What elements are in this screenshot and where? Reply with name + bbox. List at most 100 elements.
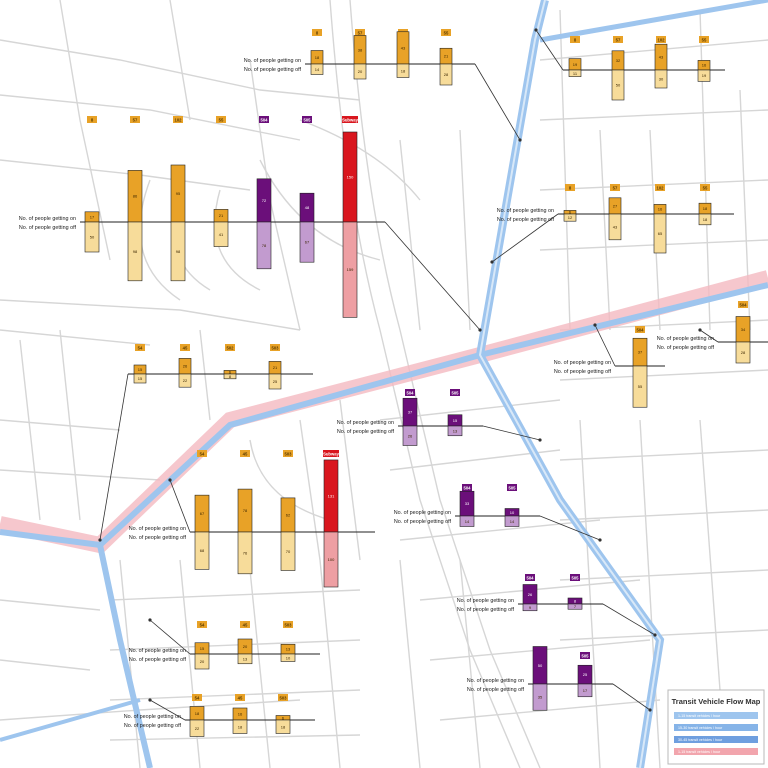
stop-chart-stop-bottom-left-2[interactable]: No. of people getting on No. of people ge… [124, 694, 315, 737]
route-tag-label: 55 [444, 31, 449, 36]
route-tag-label: 54 [138, 346, 143, 351]
value-getting-off: 22 [183, 378, 188, 383]
value-getting-on: 95 [176, 191, 181, 196]
streetcar-corridor-east-west [0, 282, 768, 549]
bar-getting-off [402, 425, 418, 446]
value-getting-off: 13 [243, 656, 248, 661]
stop-chart-stop-purple-3[interactable]: No. of people getting on No. of people ge… [457, 574, 603, 613]
route-tag [655, 184, 665, 191]
legend-swatch [674, 724, 758, 731]
label-getting-off: No. of people getting off [244, 67, 302, 73]
bar-getting-off [698, 213, 712, 226]
value-getting-off: 22 [195, 726, 200, 731]
route-tag [570, 574, 580, 581]
bar-getting-off [632, 365, 648, 408]
route-tag [441, 29, 451, 36]
stop-chart-stop-big-left[interactable]: No. of people getting on No. of people ge… [19, 116, 385, 318]
route-tag-label: 45 [238, 696, 243, 701]
route-tag-label: 57 [613, 186, 618, 191]
value-getting-off: 25 [273, 379, 278, 384]
route-tag-label: 505 [509, 486, 517, 491]
route-tag-label: 504 [261, 118, 269, 123]
route-tag-label: 504 [527, 576, 535, 581]
legend-item-label: 1-15 transit vehicles / hour [678, 750, 721, 754]
value-getting-off: 28 [741, 350, 746, 355]
value-getting-off: 14 [465, 519, 470, 524]
route-tag [355, 29, 365, 36]
label-getting-off: No. of people getting off [124, 723, 182, 729]
value-getting-on: 72 [262, 198, 267, 203]
stop-chart-stop-bottom-left-1[interactable]: No. of people getting on No. of people ge… [129, 621, 320, 670]
stop-chart-stop-far-right[interactable]: No. of people getting on No. of people ge… [657, 301, 768, 364]
stop-chart-stop-top-right[interactable]: 8 19 11 57 32 50 102 43 30 55 16 19 [563, 36, 725, 101]
value-getting-off: 12 [568, 215, 573, 220]
route-tag [635, 326, 645, 333]
value-getting-off: 20 [358, 69, 363, 74]
stop-location-dot [648, 708, 652, 712]
value-getting-on: 43 [401, 45, 406, 50]
route-tag [700, 184, 710, 191]
label-getting-off: No. of people getting off [467, 687, 525, 693]
label-getting-on: No. of people getting on [124, 714, 181, 720]
route-tag [225, 344, 235, 351]
stop-chart-stop-purple-4[interactable]: No. of people getting on No. of people ge… [467, 646, 613, 711]
route-tag [323, 450, 339, 457]
bar-getting-off [522, 603, 538, 612]
bar-getting-off [268, 373, 282, 390]
bar-getting-off [237, 653, 253, 665]
stop-charts: No. of people getting on No. of people ge… [19, 29, 768, 737]
stop-chart-stop-right-mid[interactable]: No. of people getting on No. of people ge… [497, 184, 734, 254]
bar-getting-off [608, 213, 622, 241]
stop-location-dot [534, 28, 538, 32]
stop-chart-stop-mid-left[interactable]: 54 15 15 45 26 22 502 68 503 21 25 [128, 344, 313, 390]
label-getting-on: No. of people getting on [554, 360, 611, 366]
route-tag [570, 36, 580, 43]
value-getting-off: 9 [529, 605, 532, 610]
legend-swatch [674, 736, 758, 743]
route-tag-label: 57 [616, 38, 621, 43]
label-getting-on: No. of people getting on [244, 58, 301, 64]
legend-title: Transit Vehicle Flow Map [672, 697, 761, 706]
value-getting-off: 18 [703, 217, 708, 222]
route-tag-label: 57 [133, 118, 138, 123]
stop-location-dot [518, 138, 522, 142]
route-tag [235, 694, 245, 701]
legend-item-label: 1-15 transit vehicles / hour [678, 714, 721, 718]
route-tag [312, 29, 322, 36]
bar-getting-off [275, 719, 291, 734]
value-getting-off: 100 [328, 557, 335, 562]
leader-line [384, 221, 481, 331]
route-tag [565, 184, 575, 191]
route-tag-label: 102 [657, 186, 665, 191]
stop-chart-stop-top-center[interactable]: No. of people getting on No. of people ge… [244, 29, 475, 86]
bar-getting-off [170, 221, 186, 282]
value-getting-off: 65 [658, 231, 663, 236]
route-tag-label: 55 [219, 118, 224, 123]
label-getting-on: No. of people getting on [497, 208, 554, 214]
stop-chart-stop-center-big[interactable]: No. of people getting on No. of people ge… [129, 450, 375, 588]
route-tag-label: 503 [280, 696, 288, 701]
stop-chart-stop-right-504[interactable]: No. of people getting on No. of people ge… [554, 326, 665, 408]
value-getting-off: 159 [347, 267, 354, 272]
value-getting-off: 14 [315, 67, 320, 72]
route-tag-label: 503 [285, 452, 293, 457]
bar-getting-off [353, 63, 367, 80]
leader-line [491, 213, 559, 263]
value-getting-on: 38 [358, 47, 363, 52]
value-getting-on: 18 [195, 711, 200, 716]
leader-line [482, 425, 541, 441]
route-tag [580, 652, 590, 659]
value-getting-off: 50 [90, 235, 95, 240]
route-tag-label: 8 [569, 186, 572, 191]
value-getting-off: 67 [305, 240, 310, 245]
bar-getting-off [577, 683, 593, 698]
stop-chart-stop-center-purple[interactable]: No. of people getting on No. of people ge… [337, 389, 483, 446]
value-getting-off: 18 [238, 724, 243, 729]
leader-line [602, 603, 656, 636]
bar-getting-off [223, 373, 237, 380]
route-tag-label: 504 [464, 486, 472, 491]
value-getting-on: 67 [200, 511, 205, 516]
subway-corridor [0, 270, 768, 554]
stop-chart-stop-purple-2[interactable]: No. of people getting on No. of people ge… [394, 484, 540, 527]
bar-getting-off [127, 221, 143, 282]
